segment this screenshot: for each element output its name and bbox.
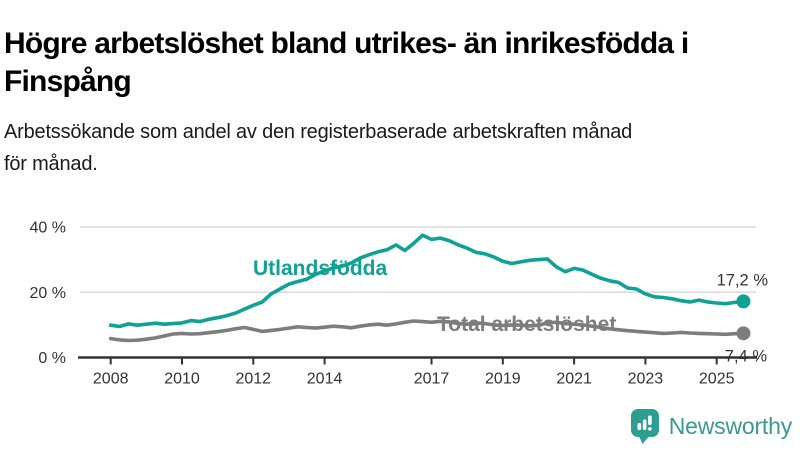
x-tick-label-2025: 2025 [699,371,735,388]
end-value-label-total: 7,4 % [725,347,768,365]
chart-gridlines [80,226,756,293]
x-tick-label-2017: 2017 [414,371,450,388]
x-tick-label-2019: 2019 [485,371,521,388]
y-tick-label-0: 0 % [38,350,66,367]
series-line-utlandsfodda [108,233,746,329]
y-tick-label-20: 20 % [30,285,66,302]
end-value-label-utlandsfodda: 17,2 % [717,271,769,289]
subtitle-line-1: Arbetssökande som andel av den registerb… [4,121,633,143]
series-name-label-utlandsfodda: Utlandsfödda [253,257,387,280]
series-name-label-total: Total arbetslöshet [437,313,616,336]
x-tick-label-2010: 2010 [164,371,200,388]
chart-series [108,233,751,343]
x-tick-label-2021: 2021 [556,371,592,388]
x-tick-label-2012: 2012 [235,371,271,388]
title-line-1: Högre arbetslöshet bland utrikes- än inr… [4,27,689,61]
title-line-2: Finspång [4,65,132,99]
x-tick-label-2008: 2008 [93,371,129,388]
subtitle-line-2: för månad. [4,153,98,175]
x-tick-label-2023: 2023 [628,371,664,388]
x-tick-label-2014: 2014 [307,371,343,388]
chart-subtitle: Arbetssökande som andel av den registerb… [4,116,784,180]
y-tick-label-40: 40 % [30,220,66,237]
series-line-total [108,319,746,343]
chart-labels: 0 % 20 % 40 % 2008 2010 2012 2014 2017 2019 2021 2… [30,220,769,388]
x-axis [78,356,757,365]
newsworthy-logo-icon [630,408,659,444]
brand-footer: Newsworthy [630,406,792,446]
page-title: Högre arbetslöshet bland utrikes- än inr… [4,25,796,101]
series-end-dot-utlandsfodda [736,294,751,309]
series-end-dot-total [736,326,751,341]
brand-name: Newsworthy [668,412,792,439]
